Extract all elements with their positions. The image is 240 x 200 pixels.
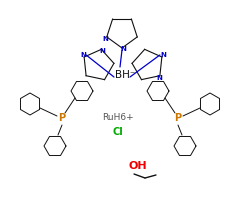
Text: RuH6+: RuH6+ — [102, 114, 134, 122]
Text: N: N — [160, 52, 166, 58]
Text: BH⁻: BH⁻ — [115, 70, 135, 80]
Text: OH: OH — [129, 161, 147, 171]
Text: N: N — [103, 36, 109, 42]
Text: N: N — [156, 75, 162, 81]
Text: N: N — [99, 48, 105, 54]
Text: P: P — [174, 113, 182, 123]
Text: P: P — [58, 113, 66, 123]
Text: N: N — [120, 46, 126, 52]
Text: N: N — [80, 52, 86, 58]
Text: Cl: Cl — [113, 127, 123, 137]
